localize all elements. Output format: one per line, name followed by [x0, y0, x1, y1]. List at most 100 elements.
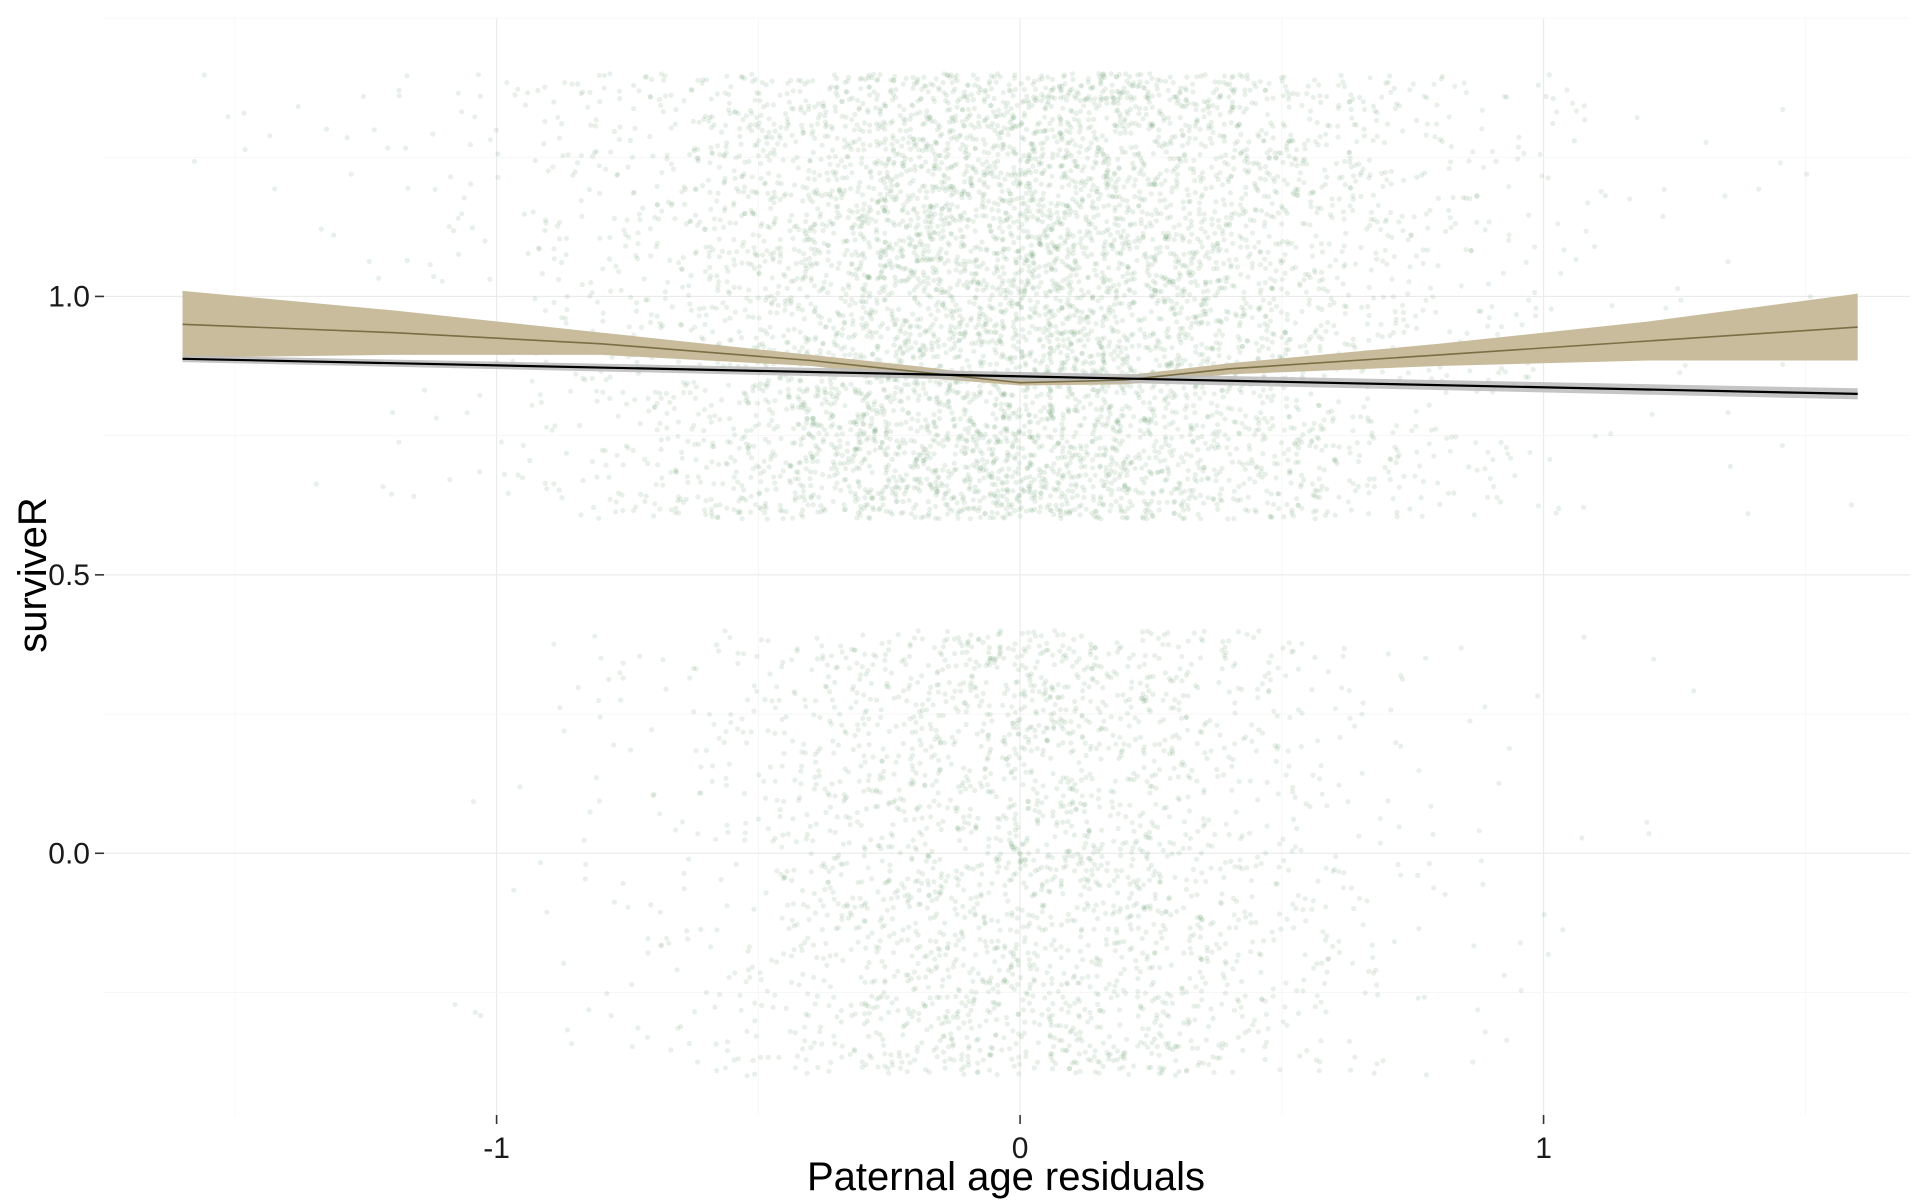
- data-point: [1086, 145, 1092, 151]
- data-point: [947, 327, 953, 333]
- data-point: [905, 395, 911, 401]
- data-point: [769, 417, 775, 423]
- data-point: [885, 462, 892, 468]
- data-point: [884, 245, 891, 251]
- data-point: [1177, 336, 1183, 343]
- data-point: [863, 164, 870, 170]
- data-point: [1308, 391, 1314, 397]
- data-point: [915, 257, 922, 264]
- data-point: [939, 483, 945, 489]
- data-point: [1213, 429, 1219, 435]
- data-point: [1145, 506, 1151, 513]
- data-point: [1281, 427, 1287, 433]
- data-point: [1466, 464, 1472, 470]
- data-point: [923, 83, 929, 89]
- data-point: [1038, 484, 1045, 490]
- data-point: [1125, 111, 1131, 117]
- data-point: [1213, 86, 1220, 92]
- data-point: [1124, 472, 1130, 479]
- data-point: [1056, 467, 1062, 473]
- data-point: [1120, 245, 1126, 252]
- data-point: [1198, 141, 1204, 147]
- data-point: [1109, 241, 1115, 247]
- data-point: [1019, 120, 1025, 126]
- data-point: [1021, 136, 1027, 142]
- data-point: [817, 250, 823, 256]
- data-point: [810, 128, 816, 134]
- data-point: [932, 139, 938, 145]
- data-point: [1008, 511, 1014, 517]
- data-point: [1663, 305, 1669, 311]
- data-point: [1058, 515, 1064, 522]
- data-point: [1284, 181, 1290, 187]
- data-point: [1388, 456, 1394, 463]
- data-point: [1143, 475, 1149, 481]
- data-point: [785, 339, 791, 345]
- data-point: [1379, 334, 1385, 340]
- data-point: [1312, 139, 1319, 145]
- data-point: [1301, 421, 1307, 427]
- data-point: [708, 506, 715, 512]
- data-point: [926, 219, 932, 225]
- data-point: [736, 285, 743, 291]
- data-point: [1087, 353, 1093, 360]
- data-point: [493, 127, 499, 133]
- data-point: [1148, 254, 1154, 260]
- data-point: [825, 201, 832, 208]
- data-point: [558, 121, 565, 127]
- data-point: [1156, 142, 1162, 148]
- data-point: [1352, 162, 1359, 168]
- data-point: [849, 261, 855, 267]
- data-point: [940, 301, 946, 308]
- data-point: [856, 479, 862, 486]
- data-point: [1031, 366, 1037, 372]
- data-point: [938, 211, 944, 217]
- data-point: [1192, 472, 1198, 478]
- data-point: [1490, 457, 1496, 463]
- data-point: [1407, 87, 1413, 93]
- data-point: [1026, 278, 1032, 284]
- data-point: [1085, 314, 1091, 320]
- data-point: [1167, 277, 1173, 283]
- data-point: [191, 158, 197, 164]
- data-point: [1228, 262, 1234, 268]
- data-point: [890, 146, 897, 152]
- data-point: [833, 330, 840, 337]
- data-point: [849, 95, 856, 101]
- data-point: [810, 502, 816, 508]
- data-point: [1072, 363, 1078, 369]
- data-point: [1147, 400, 1153, 406]
- data-point: [1210, 361, 1217, 367]
- data-point: [811, 169, 817, 175]
- data-point: [836, 311, 842, 317]
- data-point: [869, 334, 875, 340]
- data-point: [812, 308, 818, 314]
- data-point: [1176, 276, 1182, 282]
- data-point: [1060, 411, 1066, 417]
- data-point: [804, 388, 810, 394]
- data-point: [964, 285, 971, 291]
- data-point: [1094, 148, 1100, 155]
- data-point: [1060, 105, 1066, 111]
- data-point: [1043, 293, 1050, 299]
- data-point: [1032, 413, 1039, 419]
- data-point: [1108, 325, 1115, 331]
- data-point: [970, 279, 976, 285]
- data-point: [1186, 211, 1193, 217]
- data-point: [976, 337, 982, 343]
- data-point: [1021, 153, 1027, 159]
- data-point: [1179, 434, 1185, 440]
- data-point: [1169, 345, 1175, 351]
- data-point: [952, 134, 958, 140]
- data-point: [1187, 250, 1193, 256]
- data-point: [1019, 201, 1025, 207]
- data-point: [885, 483, 891, 489]
- data-point: [1249, 460, 1255, 466]
- data-point: [813, 442, 819, 449]
- data-point: [594, 474, 600, 480]
- data-point: [1023, 208, 1029, 214]
- data-point: [1470, 149, 1476, 155]
- data-point: [899, 398, 905, 404]
- data-point: [863, 309, 869, 315]
- data-point: [695, 474, 702, 480]
